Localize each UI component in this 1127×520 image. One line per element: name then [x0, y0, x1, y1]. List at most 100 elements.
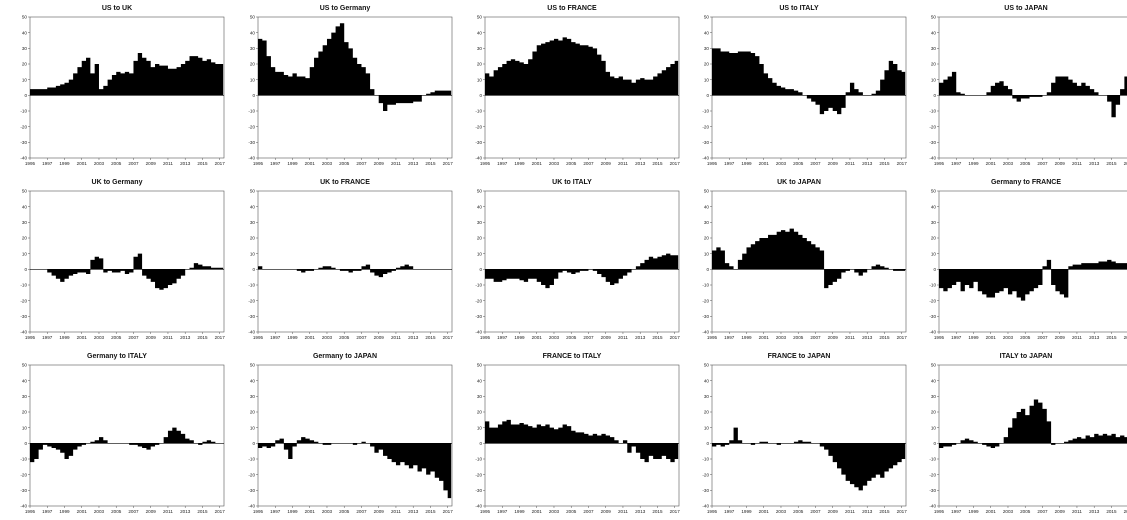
x-tick-label: 1997 — [497, 509, 508, 514]
x-tick-label: 2003 — [776, 335, 787, 340]
y-tick-label: 30 — [931, 220, 937, 225]
x-tick-label: 1999 — [59, 161, 70, 166]
x-tick-label: 2003 — [1003, 509, 1014, 514]
chart-panel-france-to-japan: FRANCE to JAPAN 50 40 30 20 10 0 -10 -20 -30 -40 19… — [688, 352, 910, 520]
y-tick-label: -30 — [20, 314, 27, 319]
x-tick-label: 1997 — [270, 335, 281, 340]
x-tick-label: 2009 — [1055, 509, 1066, 514]
y-tick-label: 10 — [250, 251, 256, 256]
chart-title-italy-to-japan: ITALY to JAPAN — [999, 353, 1053, 360]
x-tick-label: 2013 — [408, 509, 419, 514]
y-tick-label: -40 — [929, 156, 936, 161]
x-tick-label: 2013 — [180, 509, 191, 514]
y-tick-label: 30 — [477, 394, 483, 399]
x-tick-label: 2009 — [146, 335, 157, 340]
y-tick-label: -40 — [475, 156, 482, 161]
x-tick-label: 2017 — [1124, 335, 1127, 340]
y-tick-label: 20 — [931, 410, 937, 415]
x-tick-label: 2011 — [618, 335, 628, 340]
series-area-uk-to-france — [258, 264, 426, 278]
chart-title-us-to-france: US to FRANCE — [547, 5, 597, 12]
y-tick-label: -10 — [475, 457, 482, 462]
x-tick-label: 2013 — [1089, 161, 1100, 166]
x-tick-label: 2013 — [1089, 335, 1100, 340]
y-tick-label: -40 — [475, 504, 482, 509]
y-tick-label: 50 — [704, 189, 710, 194]
y-tick-label: -30 — [929, 488, 936, 493]
x-tick-label: 2017 — [670, 161, 681, 166]
x-tick-label: 1997 — [951, 161, 962, 166]
y-tick-label: -10 — [929, 457, 936, 462]
x-tick-label: 1999 — [968, 161, 979, 166]
y-tick-label: 50 — [250, 189, 256, 194]
chart-panel-germany-to-italy: Germany to ITALY 50 40 30 20 10 0 -10 -20 -30 -40 1… — [6, 352, 228, 520]
y-tick-label: 0 — [252, 267, 255, 272]
y-tick-label: -10 — [702, 109, 709, 114]
y-tick-label: 40 — [250, 204, 256, 209]
y-tick-label: 10 — [22, 251, 28, 256]
y-tick-label: 30 — [22, 220, 28, 225]
x-tick-label: 1995 — [480, 161, 491, 166]
y-tick-label: 20 — [250, 236, 256, 241]
x-tick-label: 1995 — [707, 509, 718, 514]
y-tick-label: -20 — [475, 472, 482, 477]
x-tick-label: 2005 — [111, 161, 122, 166]
x-tick-label: 2009 — [828, 161, 839, 166]
chart-title-us-to-germany: US to Germany — [319, 5, 371, 12]
y-tick-label: -30 — [475, 314, 482, 319]
x-tick-label: 1997 — [42, 509, 53, 514]
x-tick-label: 2001 — [532, 509, 543, 514]
y-tick-label: -10 — [20, 457, 27, 462]
x-tick-label: 2005 — [566, 335, 577, 340]
y-tick-label: 30 — [477, 46, 483, 51]
x-tick-label: 2003 — [549, 161, 560, 166]
y-tick-label: 30 — [704, 394, 710, 399]
x-tick-label: 1997 — [42, 161, 53, 166]
x-tick-label: 2009 — [601, 509, 612, 514]
y-tick-label: 50 — [931, 363, 937, 368]
x-tick-label: 2015 — [879, 509, 890, 514]
y-tick-label: 20 — [477, 410, 483, 415]
x-tick-label: 2011 — [1072, 509, 1082, 514]
x-tick-label: 1999 — [287, 335, 298, 340]
y-tick-label: -30 — [475, 140, 482, 145]
y-tick-label: -10 — [20, 109, 27, 114]
x-tick-label: 2001 — [77, 161, 88, 166]
y-tick-label: 10 — [704, 425, 710, 430]
y-tick-label: 40 — [704, 30, 710, 35]
x-tick-label: 2017 — [443, 335, 454, 340]
x-tick-label: 2009 — [146, 161, 157, 166]
x-tick-label: 1995 — [480, 335, 491, 340]
y-tick-label: 40 — [22, 30, 28, 35]
x-tick-label: 2015 — [1106, 335, 1117, 340]
x-tick-label: 2017 — [443, 509, 454, 514]
x-tick-label: 2015 — [197, 335, 208, 340]
x-tick-label: 2015 — [425, 335, 436, 340]
x-tick-label: 1999 — [59, 509, 70, 514]
x-tick-label: 2003 — [94, 335, 105, 340]
y-tick-label: 40 — [477, 204, 483, 209]
x-tick-label: 2017 — [443, 161, 454, 166]
plot-frame — [711, 364, 907, 507]
y-tick-label: -20 — [248, 298, 255, 303]
y-tick-label: -40 — [20, 156, 27, 161]
x-tick-label: 1995 — [25, 335, 36, 340]
y-tick-label: 30 — [477, 220, 483, 225]
plot-frame — [938, 364, 1127, 507]
x-tick-label: 2005 — [1020, 509, 1031, 514]
series-area-germany-to-france — [939, 259, 1127, 301]
x-tick-label: 2003 — [549, 335, 560, 340]
x-tick-label: 2009 — [374, 509, 385, 514]
x-tick-label: 1995 — [25, 509, 36, 514]
x-tick-label: 1997 — [270, 509, 281, 514]
chart-title-us-to-italy: US to ITALY — [779, 5, 819, 12]
y-tick-label: -10 — [702, 283, 709, 288]
x-tick-label: 2013 — [1089, 509, 1100, 514]
x-tick-label: 2009 — [374, 161, 385, 166]
x-tick-label: 2013 — [862, 161, 873, 166]
y-tick-label: 40 — [477, 378, 483, 383]
y-tick-label: 10 — [250, 77, 256, 82]
